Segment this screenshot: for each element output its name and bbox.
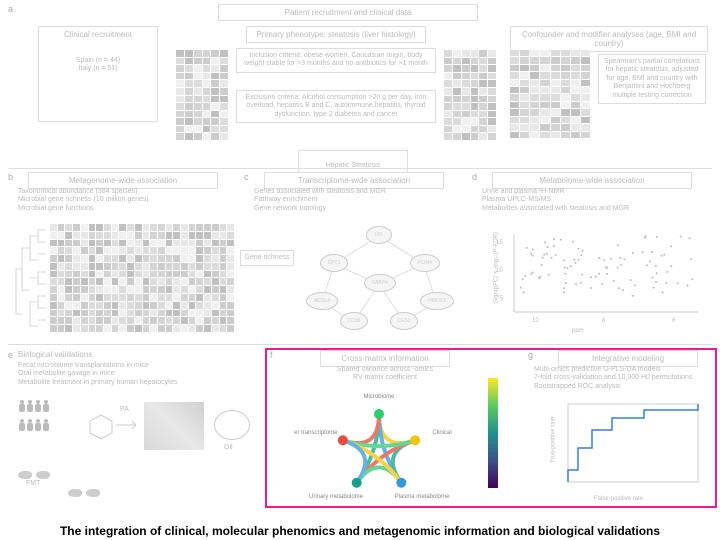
panel-c-body: Genes associated with steatosis and MGR … [254, 188, 454, 213]
panel-c-title: Transcriptome-wide association [264, 172, 444, 189]
panel-f-subtitle: Shared variance across -omics RV matrix … [310, 366, 460, 383]
phenotype-box: Primary phenotype: steatosis (liver hist… [176, 26, 496, 144]
panel-b: b Metagenome-wide association Taxonomica… [8, 172, 236, 340]
node-plin4: PLIN4 [410, 254, 440, 272]
panel-d-title: Metabolome-wide association [492, 172, 692, 189]
svg-text:Plasma metabolome: Plasma metabolome [395, 494, 450, 500]
panel-b-body: Taxonomical abundance (384 species) Micr… [18, 188, 228, 213]
panel-d-label: d [472, 172, 477, 182]
pheno-heatmap-left [176, 50, 228, 140]
svg-text:Urinary metabolome: Urinary metabolome [309, 494, 364, 500]
svg-text:Liver transcriptome: Liver transcriptome [294, 430, 338, 436]
panel-g-body: Multi-omics predictive O-PLS-DA models 7… [534, 366, 710, 391]
panel-e-title: Biological validations [18, 350, 92, 359]
confounder-body: Spearman's partial correlations for hepa… [598, 54, 706, 104]
conf-heatmap [510, 50, 590, 138]
figure-caption: The integration of clinical, molecular p… [0, 524, 720, 538]
xtick-10: 10 [532, 318, 539, 324]
dendrogram-icon [12, 224, 48, 332]
phenotype-title: Primary phenotype: steatosis (liver hist… [246, 26, 426, 43]
panel-g: g Integrative modeling Multi-omics predi… [528, 350, 714, 506]
mice-group-icon [18, 466, 100, 502]
petri-dish-icon [214, 410, 250, 440]
panel-a: a Patient recruitment and clinical data … [8, 4, 712, 162]
gene-richness-box: Gene richness [240, 250, 294, 266]
panel-g-label: g [528, 350, 533, 360]
confounder-title: Confounder and modifier analyses (age, B… [510, 26, 708, 52]
recruitment-body: Spain (n = 44) Italy (n = 51) [42, 57, 154, 74]
oil-label: Oil [224, 444, 233, 452]
svg-text:Clinical: Clinical [432, 430, 451, 436]
inclusion-box: Inclusion criteria: obese women, Caucasi… [236, 48, 436, 73]
xtick-8: 8 [602, 318, 606, 324]
gene-network: LPL CPT1 PLIN4 ACSL4 FABP4 HMOX1 CD36 CE… [304, 224, 454, 334]
panel-c-label: c [244, 172, 249, 182]
panel-e-body: Fecal microbiome transplantations in mic… [18, 362, 248, 387]
panel-f-label: f [270, 350, 273, 360]
divider-1 [8, 168, 712, 169]
panel-d-ylabel: Sign(pFC) × -log₁₀(P-FDR) [493, 223, 500, 313]
incl-title: Inclusion criteria: [249, 52, 302, 59]
panel-b-title: Metagenome-wide association [28, 172, 218, 189]
panel-b-label: b [8, 172, 13, 182]
people-group-icon [18, 400, 50, 438]
excl-title: Exclusion criteria: [245, 94, 300, 101]
node-ces1: CES1 [390, 312, 418, 330]
figure-root: a Patient recruitment and clinical data … [0, 0, 720, 510]
panel-c: c Transcriptome-wide association Genes a… [244, 172, 464, 340]
microscopy-image [144, 402, 204, 450]
svg-text:Microbiome: Microbiome [363, 394, 395, 400]
recruitment-title: Clinical recruitment [42, 30, 154, 39]
panel-a-label: a [8, 4, 13, 14]
panel-d-body: Urine and plasma ¹H-NMR Plasma UPLC-MS/M… [482, 188, 702, 213]
panel-g-title: Integrative modeling [558, 350, 698, 367]
panel-e: e Biological validations Fecal microbiom… [8, 350, 260, 506]
metagenome-heatmap [50, 224, 234, 332]
panel-d: d Metabolome-wide association Urine and … [472, 172, 712, 340]
recruitment-box: Clinical recruitment Spain (n = 44) Ital… [38, 26, 158, 122]
node-fabp4: FABP4 [364, 274, 396, 292]
metabolome-scatter: 15 10 5 10 8 6 [492, 226, 702, 326]
panel-f-title: Cross-matrix information [320, 350, 450, 367]
omics-network: Microbiome Clinical Plasma metabolome Urina… [294, 388, 464, 504]
panel-f: f Cross-matrix information Shared varian… [270, 350, 520, 506]
colorbar [488, 378, 498, 488]
node-lpl: LPL [366, 226, 392, 244]
panel-e-label: e [8, 350, 13, 360]
panel-g-xlabel: False-positive rate [594, 496, 643, 503]
node-hmox1: HMOX1 [420, 292, 454, 310]
panel-g-ylabel: True-positive rate [550, 400, 557, 480]
node-cd36: CD36 [340, 312, 368, 330]
node-cpt1: CPT1 [320, 254, 348, 272]
panel-a-header: Patient recruitment and clinical data [218, 4, 478, 21]
divider-2 [8, 344, 712, 345]
xtick-6: 6 [672, 318, 676, 324]
arrow-icon [116, 420, 140, 430]
ytick-5: 5 [500, 296, 504, 302]
node-acsl4: ACSL4 [306, 292, 338, 310]
panel-d-xlabel: ppm [572, 328, 584, 335]
hexagon-icon [86, 412, 116, 442]
pheno-heatmap-right [444, 50, 496, 140]
confounder-box: Confounder and modifier analyses (age, B… [510, 26, 708, 144]
roc-plot [554, 400, 704, 492]
pa-label: PA [120, 406, 129, 414]
exclusion-box: Exclusion criteria: Alcohol consumption … [236, 90, 436, 123]
